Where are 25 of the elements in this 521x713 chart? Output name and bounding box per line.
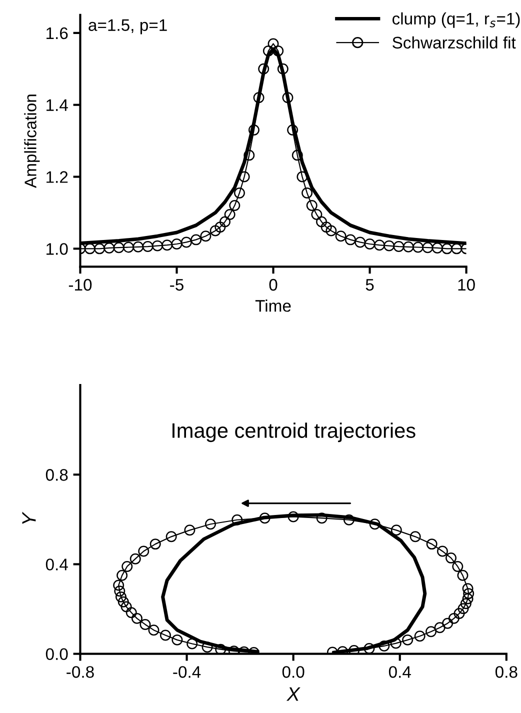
legend-label: clump (q=1, r$_{s}$=1) [392,12,520,28]
legend-label: Schwarzschild fit [392,36,516,49]
x-tick-label: 0.8 [495,666,518,678]
y-axis-title: Y [22,512,36,524]
y-axis-title: Amplification [24,94,40,188]
x-tick-label: 10 [458,278,475,291]
annotation: Image centroid trajectories [172,422,416,442]
x-tick-label: 5 [366,279,374,291]
x-tick-label: -0.8 [66,666,94,678]
x-tick-label: 0.4 [388,666,411,678]
x-tick-label: -5 [170,279,184,291]
x-axis-title: Time [255,300,291,312]
y-tick-label: 0.4 [46,558,68,570]
x-tick-label: -10 [68,278,92,291]
annotation: a=1.5, p=1 [88,19,167,34]
y-tick-label: 1.6 [46,27,68,40]
y-tick-label: 0.0 [46,648,68,660]
x-tick-label: -0.4 [173,666,201,678]
x-tick-label: 0 [269,278,278,291]
y-tick-label: 1.4 [46,99,68,111]
y-tick-label: 1.0 [46,243,68,255]
y-tick-label: 1.2 [46,171,68,183]
y-tick-label: 0.8 [46,469,68,481]
x-tick-label: 0.0 [282,666,304,678]
x-axis-title: X [286,687,300,701]
